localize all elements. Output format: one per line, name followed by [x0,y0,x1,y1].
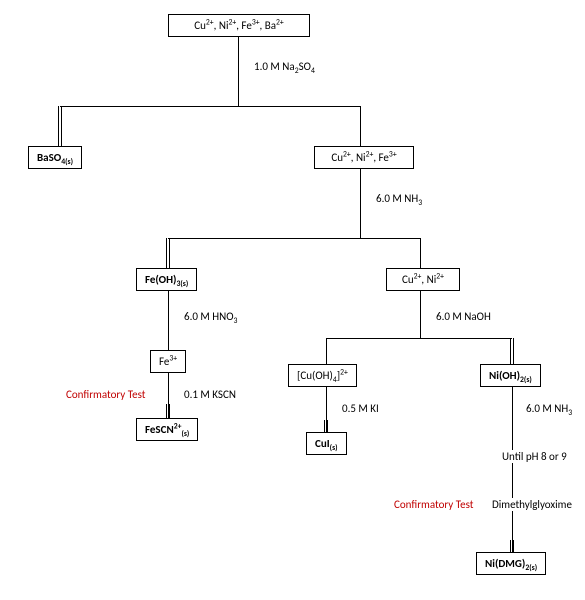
txt-fescn: FeSCN2+(s) [145,423,189,436]
txt-baso4: BaSO4(s) [37,151,73,164]
line-nidmg-dbl [510,540,514,552]
label-ki: 0.5 M KI [340,402,381,415]
node-root: Cu2+, Ni2+, Fe3+, Ba2+ [168,14,310,37]
node-fe3: Fe3+ [150,350,186,373]
line-cuoh4-drop [326,338,327,364]
line-cunife-down [360,168,361,238]
txt-cunife: Cu2+, Ni2+, Fe3+ [331,151,396,164]
txt-nidmg: Ni(DMG)2(s) [485,557,537,570]
node-cuoh4: [Cu(OH)4]2+ [288,364,357,387]
label-nh3-b: 6.0 M NH3 [524,402,574,415]
line-nioh2-drop [510,338,514,364]
line-baso4-drop [58,106,62,146]
label-untilph: Until pH 8 or 9 [500,450,569,463]
node-cuni: Cu2+, Ni2+ [386,268,460,291]
label-conf1: Confirmatory Test [64,388,147,401]
label-nh3-a: 6.0 M NH3 [374,192,424,205]
line-nioh2-down [512,386,513,552]
node-feoh3: Fe(OH)3(s) [136,268,197,291]
line-root-down [238,36,239,106]
txt-fe3: Fe3+ [159,355,177,368]
line-cunife-drop [360,106,361,146]
line-cuni-down [420,290,421,338]
line-split1 [60,106,360,107]
node-cunife: Cu2+, Ni2+, Fe3+ [314,146,414,169]
line-fe-down1 [168,290,169,350]
line-cui-dbl [324,420,328,432]
line-split3 [326,338,512,339]
node-fescn: FeSCN2+(s) [136,418,198,441]
txt-cuoh4: [Cu(OH)4]2+ [297,369,348,382]
label-hno3: 6.0 M HNO3 [182,310,239,323]
node-cui: CuI(s) [306,432,347,455]
txt-feoh3: Fe(OH)3(s) [145,273,188,286]
label-na2so4: 1.0 M Na2SO4 [252,60,317,73]
label-kscn: 0.1 M KSCN [182,388,238,401]
line-feoh3-drop [166,238,170,268]
txt-root: Cu2+, Ni2+, Fe3+, Ba2+ [194,19,284,32]
txt-cui: CuI(s) [315,437,338,450]
line-fescn-dbl [166,404,170,418]
line-split2 [168,238,420,239]
label-conf2: Confirmatory Test [392,498,475,511]
node-baso4: BaSO4(s) [28,146,82,169]
txt-cuni: Cu2+, Ni2+ [402,273,444,286]
node-nidmg: Ni(DMG)2(s) [476,552,546,575]
node-nioh2: Ni(OH)2(s) [480,364,541,387]
label-naoh: 6.0 M NaOH [434,310,493,323]
txt-nioh2: Ni(OH)2(s) [489,369,532,382]
label-dmg: Dimethylglyoxime [490,498,574,511]
line-cuni-drop [420,238,421,268]
